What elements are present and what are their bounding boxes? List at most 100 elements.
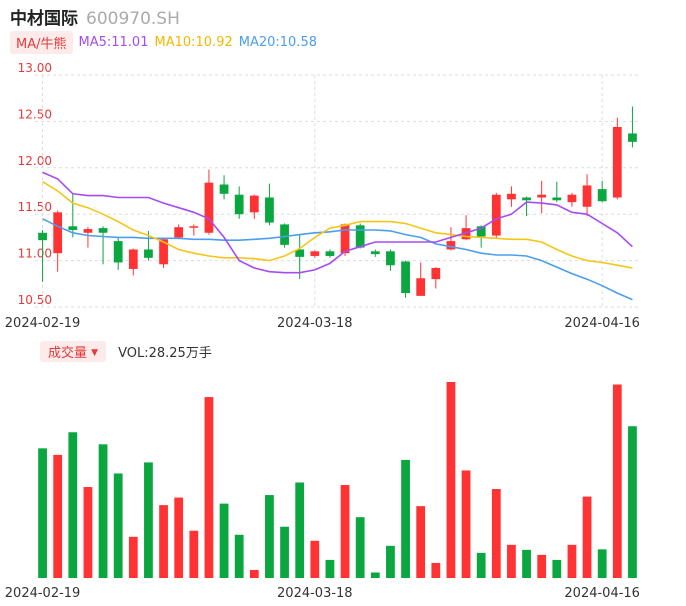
candle-body bbox=[219, 184, 229, 194]
volume-bar bbox=[416, 506, 426, 578]
stock-name: 中材国际 bbox=[10, 9, 78, 29]
candle-body bbox=[234, 194, 244, 215]
volume-bar bbox=[476, 552, 486, 578]
volume-bar bbox=[68, 432, 78, 578]
volume-indicator-selector[interactable]: 成交量 ▼ bbox=[40, 340, 107, 362]
volume-bar bbox=[386, 545, 395, 578]
volume-bar bbox=[597, 549, 607, 578]
volume-bar bbox=[370, 572, 380, 578]
volume-bar bbox=[174, 497, 184, 578]
volume-bar bbox=[461, 470, 471, 578]
candle bbox=[370, 249, 380, 257]
ma5-line bbox=[42, 171, 633, 274]
candle-body bbox=[552, 197, 562, 201]
volume-bar bbox=[159, 505, 168, 578]
candle-body bbox=[567, 194, 577, 203]
volume-bar bbox=[144, 462, 153, 578]
candle-body bbox=[98, 228, 108, 233]
y-tick-label: 10.50 bbox=[18, 293, 52, 307]
y-tick-label: 11.00 bbox=[18, 247, 52, 261]
candle-body bbox=[446, 241, 456, 250]
candle-body bbox=[461, 228, 471, 240]
ma20-value: MA20:10.58 bbox=[238, 34, 317, 50]
candle bbox=[355, 223, 365, 249]
candle-body bbox=[310, 251, 320, 256]
candle bbox=[628, 106, 637, 148]
candle bbox=[476, 225, 486, 248]
candle-body bbox=[340, 224, 350, 254]
volume-bar bbox=[234, 534, 244, 578]
candle bbox=[128, 248, 138, 276]
volume-bar bbox=[612, 384, 622, 578]
candle-body bbox=[370, 251, 380, 255]
volume-bar bbox=[401, 459, 410, 578]
volume-bar bbox=[38, 448, 47, 578]
candle bbox=[612, 117, 622, 200]
y-tick-label: 13.00 bbox=[18, 61, 52, 75]
ma10-value: MA10:10.92 bbox=[154, 34, 233, 50]
x-tick-label: 2024-03-18 bbox=[277, 316, 353, 331]
volume-bar bbox=[446, 382, 456, 578]
volume-bar bbox=[491, 489, 501, 578]
volume-bar bbox=[355, 517, 365, 578]
candle-body bbox=[628, 133, 637, 142]
candle-body bbox=[386, 251, 395, 266]
candle-body bbox=[537, 194, 547, 198]
volume-bar bbox=[98, 444, 108, 578]
volume-bar bbox=[53, 454, 63, 578]
candle-body bbox=[204, 182, 214, 233]
candle bbox=[567, 192, 577, 207]
candle-body bbox=[295, 249, 305, 257]
candle-body bbox=[113, 241, 123, 263]
x-tick-label: 2024-04-16 bbox=[564, 586, 640, 601]
volume-bar bbox=[113, 473, 123, 578]
candle bbox=[280, 223, 289, 248]
volume-bar bbox=[325, 559, 335, 578]
candle-body bbox=[38, 232, 47, 241]
candle-body bbox=[128, 249, 138, 269]
stock-header: 中材国际 600970.SH bbox=[10, 4, 180, 29]
volume-bar bbox=[507, 544, 516, 578]
volume-bar bbox=[567, 544, 577, 578]
candle bbox=[83, 227, 93, 248]
ma5-value: MA5:11.01 bbox=[78, 34, 149, 50]
volume-bar bbox=[552, 559, 562, 578]
candle bbox=[189, 224, 199, 236]
volume-bar bbox=[537, 554, 547, 578]
candle bbox=[234, 186, 244, 219]
candle-body bbox=[491, 194, 501, 236]
ma-legend: MA/牛熊 MA5:11.01 MA10:10.92 MA20:10.58 bbox=[10, 30, 317, 54]
candle bbox=[174, 224, 184, 240]
volume-bar bbox=[295, 482, 305, 578]
y-tick-label: 11.50 bbox=[18, 200, 52, 214]
candle bbox=[113, 237, 123, 270]
candle bbox=[204, 169, 214, 235]
ma10-line bbox=[42, 181, 633, 269]
candle bbox=[416, 262, 426, 296]
candle bbox=[38, 229, 47, 282]
volume-bar bbox=[628, 426, 637, 578]
x-tick-label: 2024-02-19 bbox=[5, 586, 81, 601]
y-tick-label: 12.50 bbox=[18, 107, 52, 121]
stock-code: 600970.SH bbox=[86, 9, 180, 29]
x-tick-label: 2024-03-18 bbox=[277, 586, 353, 601]
caret-down-icon: ▼ bbox=[91, 347, 99, 358]
x-tick-label: 2024-02-19 bbox=[5, 316, 81, 331]
candle bbox=[582, 174, 592, 217]
candle-body bbox=[83, 229, 93, 233]
volume-value: VOL:28.25万手 bbox=[118, 345, 212, 361]
candle-body bbox=[476, 226, 486, 237]
volume-bar bbox=[249, 569, 259, 578]
candle bbox=[325, 249, 335, 258]
candle bbox=[597, 180, 607, 203]
candle bbox=[431, 267, 441, 289]
candle-body bbox=[174, 227, 184, 238]
candle bbox=[68, 192, 78, 238]
ma-indicator-selector[interactable]: MA/牛熊 bbox=[10, 30, 73, 54]
candle bbox=[386, 249, 395, 271]
volume-bar bbox=[582, 496, 592, 578]
volume-bar bbox=[310, 540, 320, 578]
candle bbox=[310, 250, 320, 258]
volume-bar bbox=[431, 562, 441, 578]
